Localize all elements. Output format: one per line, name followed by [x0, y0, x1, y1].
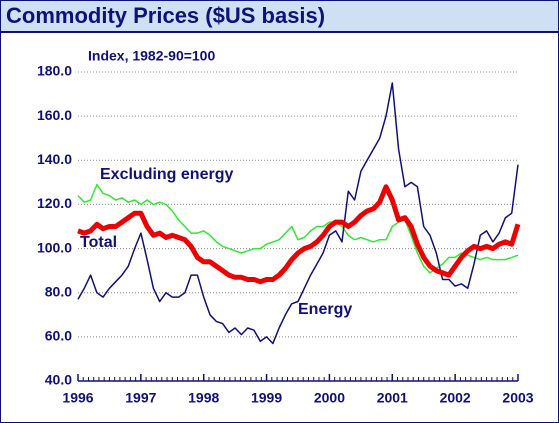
series-label: Excluding energy: [100, 166, 233, 183]
series-line: [77, 183, 519, 274]
series-label: Energy: [298, 301, 352, 318]
y-tick-label: 60.0: [45, 328, 72, 344]
y-tick-label: 140.0: [37, 151, 72, 167]
x-tick-label: 2000: [314, 390, 345, 406]
x-tick-label: 1998: [188, 390, 219, 406]
y-tick-label: 40.0: [45, 372, 72, 388]
x-tick-label: 2001: [377, 390, 408, 406]
y-tick-label: 160.0: [37, 107, 72, 123]
x-tick-label: 1996: [62, 390, 93, 406]
x-tick-label: 2003: [502, 390, 533, 406]
x-tick-label: 2002: [440, 390, 471, 406]
y-tick-label: 80.0: [45, 283, 72, 299]
y-tick-label: 100.0: [37, 239, 72, 255]
y-tick-label: 120.0: [37, 195, 72, 211]
x-tick-label: 1999: [251, 390, 282, 406]
x-tick-label: 1997: [125, 390, 156, 406]
y-tick-label: 180.0: [37, 63, 72, 79]
chart-title: Commodity Prices ($US basis): [6, 3, 325, 28]
series-line: [77, 184, 521, 285]
series-label: Total: [80, 234, 117, 251]
series-line: [77, 82, 519, 345]
title-bar: [1, 1, 558, 32]
y-axis-label: Index, 1982-90=100: [88, 48, 215, 64]
